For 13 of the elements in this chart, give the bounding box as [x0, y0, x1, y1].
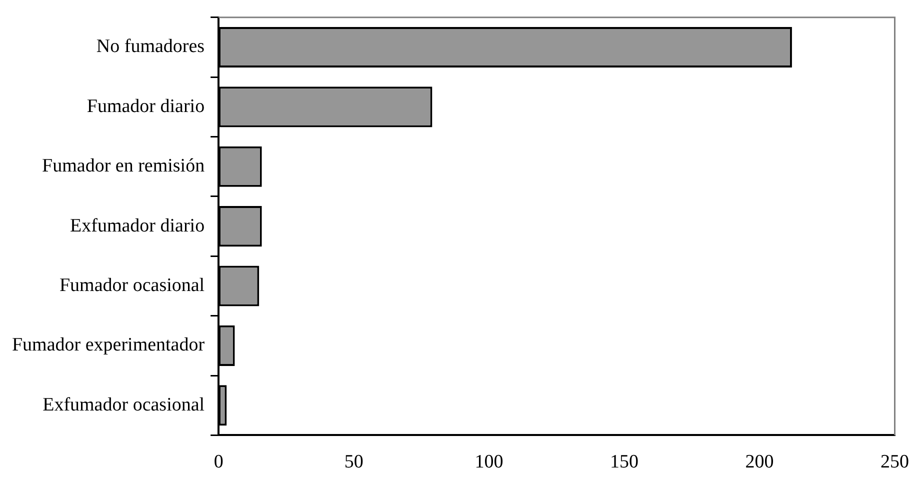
y-tick-label: Fumador diario — [86, 96, 205, 117]
x-tick-label: 200 — [745, 452, 774, 473]
x-tick-label: 100 — [474, 452, 504, 473]
x-tick-label: 250 — [880, 452, 909, 473]
y-tick-label: Exfumador diario — [70, 215, 205, 236]
y-tick-label: Exfumador ocasional — [42, 394, 205, 416]
x-tick-label: 150 — [610, 452, 639, 473]
y-tick-label: Fumador ocasional — [59, 274, 205, 296]
y-tick-label: No fumadores — [96, 36, 205, 58]
y-tick-label: Fumador en remisión — [42, 156, 206, 177]
y-tick-label: Fumador experimentador — [12, 334, 206, 356]
x-tick-label: 50 — [344, 452, 364, 473]
x-tick-label: 0 — [214, 452, 224, 473]
